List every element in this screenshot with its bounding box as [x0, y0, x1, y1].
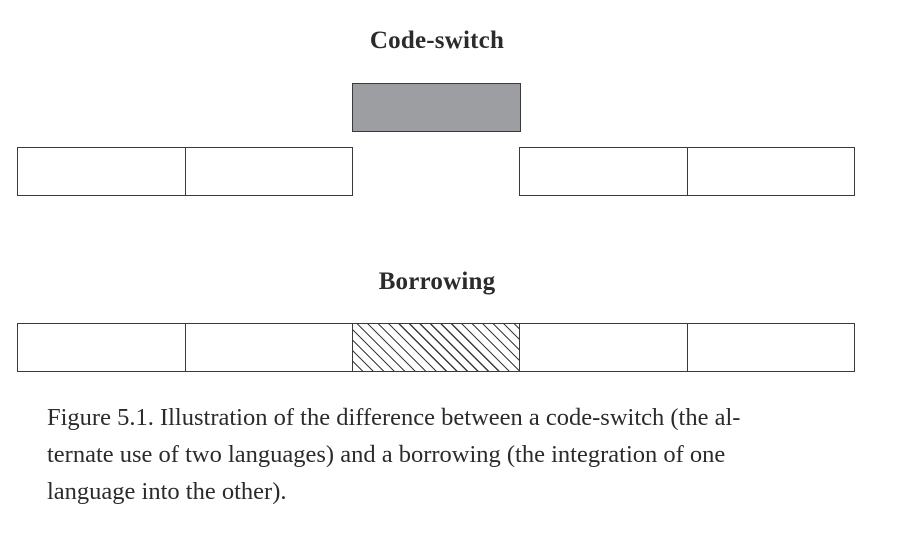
- borrowing-box-4: [520, 323, 688, 372]
- code-switch-box-4: [688, 147, 855, 196]
- figure-caption: Figure 5.1. Illustration of the differen…: [47, 399, 847, 510]
- borrowing-integrated-box: [353, 323, 520, 372]
- borrowing-box-2: [186, 323, 353, 372]
- caption-line-1: Figure 5.1. Illustration of the differen…: [47, 404, 741, 431]
- code-switch-heading: Code-switch: [369, 27, 505, 54]
- code-switch-box-3: [519, 147, 688, 196]
- code-switch-box-2: [186, 147, 353, 196]
- code-switch-inserted-box: [352, 83, 521, 132]
- borrowing-box-1: [17, 323, 186, 372]
- caption-line-2: ternate use of two languages) and a borr…: [47, 441, 726, 468]
- borrowing-heading: Borrowing: [378, 268, 496, 295]
- code-switch-box-1: [17, 147, 186, 196]
- caption-line-3: language into the other).: [47, 478, 287, 505]
- borrowing-box-5: [688, 323, 855, 372]
